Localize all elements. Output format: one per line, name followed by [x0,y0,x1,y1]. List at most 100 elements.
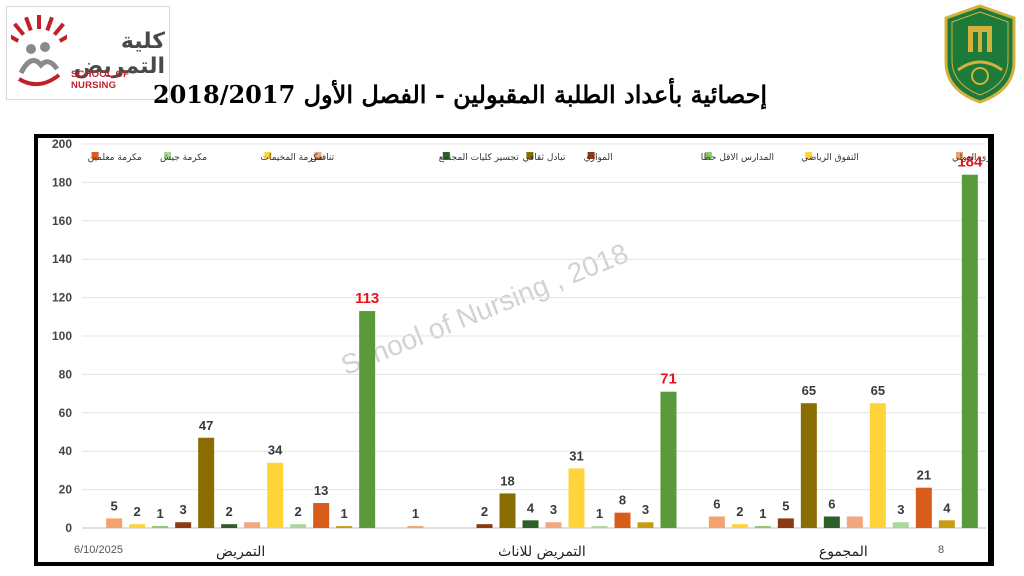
y-tick-label: 40 [59,444,73,458]
legend-swatch [442,152,450,159]
data-label: 65 [871,383,885,398]
bar [800,403,817,528]
chart-frame: School of Nursing , 2018 0 20 40 60 80 100 120… [34,134,994,566]
bar [267,462,284,528]
bar [290,524,307,528]
y-tick-label: 140 [52,252,72,266]
y-tick-label: 0 [65,521,72,535]
legend-label: تجسير كليات المجتمع [439,153,519,163]
bar [313,503,330,528]
data-label: 3 [642,502,649,517]
legend-swatch [526,152,534,159]
bar [522,520,539,528]
bar [846,516,863,528]
legend-swatch [91,152,99,159]
bar [754,526,771,528]
data-label: 5 [111,498,118,513]
data-label: 8 [619,493,626,508]
bar [198,437,215,528]
data-label: 34 [268,443,283,458]
data-label: 2 [226,504,233,519]
data-label: 2 [736,504,743,519]
y-tick-label: 160 [52,214,72,228]
x-category-label: التمريض [216,544,265,560]
bar [499,493,516,528]
bar [892,522,909,528]
bar-chart: School of Nursing , 2018 020406080100120… [52,138,988,560]
data-label: 71 [660,371,677,388]
data-label: 5 [782,498,789,513]
data-label: 47 [199,418,213,433]
data-label: 13 [314,483,328,498]
y-tick-label: 120 [52,291,72,305]
data-label: 113 [355,290,379,307]
bar [777,518,794,528]
x-category-label: التمريض للاناث [498,544,586,560]
legend-label: الموازي [584,153,613,163]
data-label: 2 [295,504,302,519]
bar [637,522,654,528]
bar [731,524,748,528]
legend-swatch [587,152,595,159]
legend-label: مكرمة معلمين [88,153,142,163]
legend-label: تبادل ثقافي [522,153,565,163]
bar [221,524,238,528]
legend-swatch [956,152,963,159]
legend-label: التفوق الرياضي [801,153,859,163]
data-label: 3 [897,502,904,517]
page-title: إحصائية بأعداد الطلبة المقبولين - الفصل … [152,80,768,109]
bar [823,516,840,528]
bar [407,526,424,528]
data-label: 1 [341,506,348,521]
data-label: 3 [180,502,187,517]
legend-label: تنافس [310,153,334,163]
data-label: 6 [713,496,720,511]
data-label: 3 [550,502,557,517]
data-label: 6 [828,496,835,511]
bar [545,522,562,528]
school-logo: كلية التمريض SCHOOL OF NURSING [6,6,170,100]
data-label: 2 [134,504,141,519]
data-label: 31 [569,448,583,463]
data-label: 21 [917,468,931,483]
legend-label: مكرمة المخيمات [260,153,323,163]
bar [244,522,261,528]
legend-swatch [704,152,712,159]
footer-date: 6/10/2025 [74,544,123,556]
y-tick-label: 100 [52,329,72,343]
legend-swatch [805,152,813,159]
bar [129,524,146,528]
data-label: 1 [157,506,164,521]
data-label: 184 [957,154,983,171]
data-label: 1 [412,506,419,521]
bar [869,403,886,528]
legend-label: مكرمة جيش [160,153,207,163]
page-number: 8 [938,544,945,556]
bar [591,526,608,528]
bar [614,512,631,528]
data-label: 1 [759,506,766,521]
y-tick-label: 200 [52,138,72,151]
bar [938,520,955,528]
data-label: 65 [802,383,816,398]
nursing-logo-icon [11,15,67,87]
bar [106,518,123,528]
bar [336,526,353,528]
bar [568,468,585,528]
bar [152,526,169,528]
bar [915,487,932,528]
bar [359,311,376,528]
university-emblem-icon [944,4,1016,104]
data-label: 4 [527,500,535,515]
bar [708,516,725,528]
bar [961,174,978,528]
legend-label: المدارس الاقل حظا [701,153,774,163]
bar [175,522,192,528]
data-label: 1 [596,506,603,521]
y-tick-label: 60 [59,406,73,420]
logo-english-text: SCHOOL OF NURSING [71,69,130,91]
bar [476,524,493,528]
y-tick-label: 180 [52,175,72,189]
data-label: 2 [481,504,488,519]
logo-arabic-text: كلية التمريض [73,29,166,79]
